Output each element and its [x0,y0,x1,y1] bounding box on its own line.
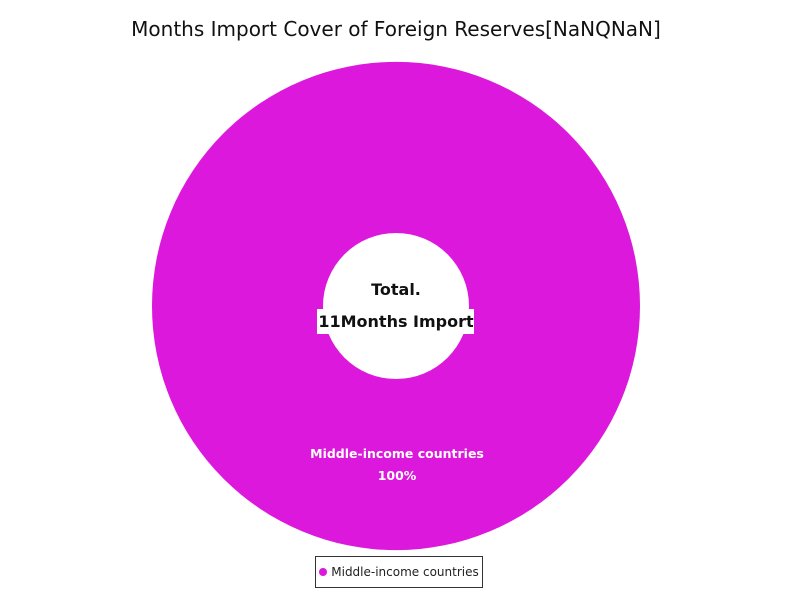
legend-swatch-icon[interactable] [319,568,328,576]
center-value-box [317,309,474,334]
slice-name-label: Middle-income countries [310,446,484,461]
slices-layer [151,61,640,551]
center-value-label: 11Months Import [318,312,474,331]
slice-percent-label: 100% [378,468,417,483]
pie-slice-0[interactable] [151,61,640,551]
center-total-label: Total. [371,280,421,299]
legend-label[interactable]: Middle-income countries [331,565,479,579]
legend: Middle-income countries [315,556,483,588]
chart-title: Months Import Cover of Foreign Reserves[… [131,17,661,41]
